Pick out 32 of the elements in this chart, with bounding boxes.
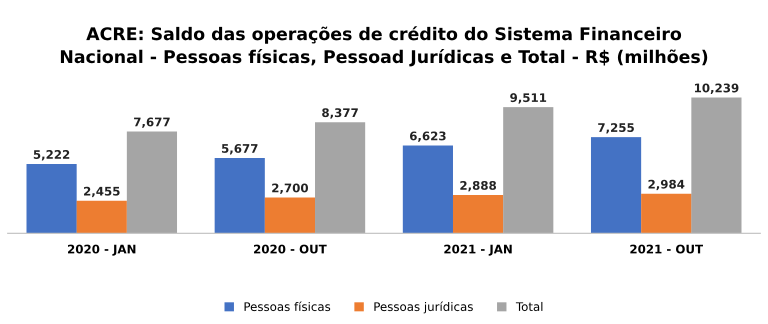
legend-label: Pessoas jurídicas [374, 301, 473, 314]
data-label: 2,984 [648, 180, 684, 190]
legend-label: Total [516, 302, 542, 312]
x-tick-label: 2020 - OUT [254, 244, 327, 254]
data-label: 7,677 [134, 117, 170, 128]
bar [691, 98, 742, 234]
data-label: 10,239 [694, 84, 738, 94]
bar [264, 197, 316, 234]
x-tick-label: 2020 - JAN [68, 244, 136, 256]
bar [503, 107, 554, 234]
bar [214, 158, 265, 234]
data-label: 5,222 [34, 150, 70, 160]
bar [402, 145, 453, 234]
bar [26, 164, 77, 234]
bar [641, 194, 692, 234]
data-label: 2,700 [272, 183, 308, 194]
data-label: 9,511 [510, 93, 546, 104]
data-label: 8,377 [322, 108, 358, 119]
bar [76, 200, 127, 234]
bar [315, 122, 366, 234]
bar [126, 131, 178, 234]
x-tick-label: 2021 - JAN [444, 244, 512, 256]
data-label: 5,677 [222, 144, 258, 154]
chart-title: ACRE: Saldo das operações de crédito do Sistema Financeiro Nacional - Pessoas físicas, Pessoad Jurídicas e Total - R$ (milhões) [60, 26, 708, 66]
data-label: 7,255 [598, 123, 634, 134]
bar [590, 137, 642, 234]
x-tick-label: 2021 - OUT [630, 244, 703, 254]
data-label: 6,623 [410, 131, 446, 142]
data-label: 2,888 [460, 180, 496, 192]
bar [452, 194, 504, 234]
data-label: 2,455 [84, 186, 120, 198]
legend-label: Pessoas físicas [244, 301, 330, 312]
